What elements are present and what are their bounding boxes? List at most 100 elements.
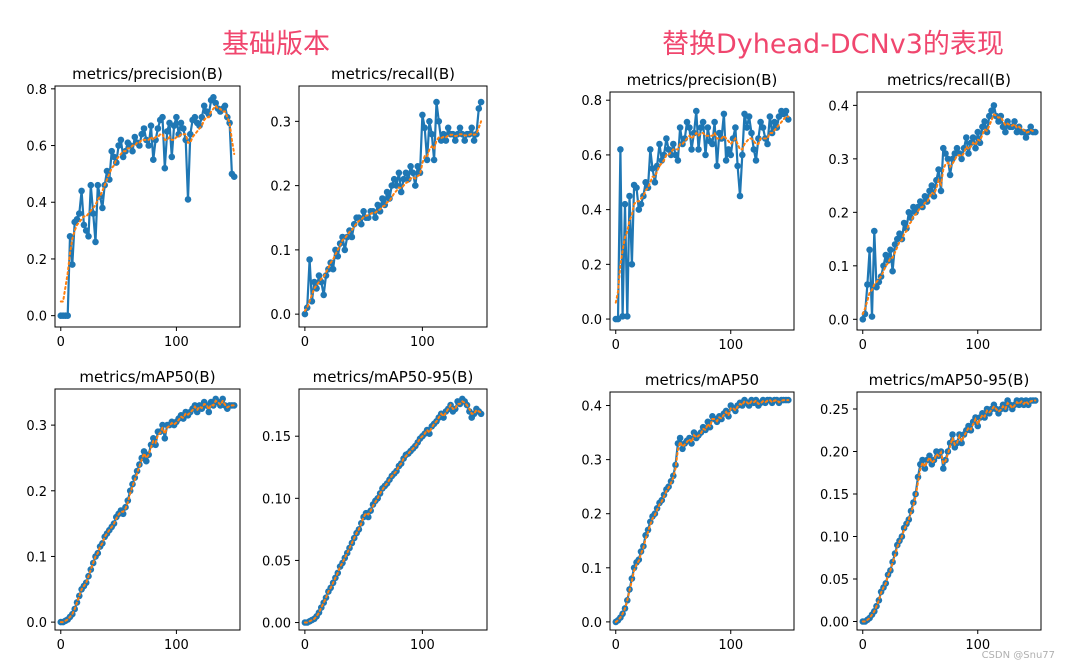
y-tick-label-3-1: 0.05 <box>262 554 291 569</box>
y-tick-label-0-2: 0.4 <box>26 196 47 211</box>
data-point-1-61 <box>444 124 452 132</box>
data-point-1-55 <box>430 156 438 164</box>
data-point-0-58 <box>191 113 199 121</box>
data-point-1-37 <box>388 182 396 189</box>
data-point-4-38 <box>699 118 707 126</box>
data-point-4-4 <box>621 200 629 208</box>
data-point-1-53 <box>426 118 433 125</box>
data-point-0-7 <box>73 216 81 223</box>
data-point-5-3 <box>866 246 873 254</box>
data-point-1-44 <box>405 175 412 183</box>
data-point-5-22 <box>910 203 917 211</box>
data-point-4-15 <box>647 146 654 153</box>
data-point-0-45 <box>161 164 169 172</box>
data-point-2-37 <box>143 457 150 465</box>
x-tick-label-5-1: 100 <box>965 338 990 353</box>
data-point-1-71 <box>468 124 476 132</box>
data-point-1-31 <box>374 201 382 209</box>
smooth-line-1 <box>303 120 483 312</box>
data-point-4-55 <box>739 151 746 159</box>
data-point-1-48 <box>414 163 422 170</box>
smooth-line-2 <box>59 398 236 624</box>
y-tick-label-7-1: 0.05 <box>820 573 849 588</box>
data-point-4-43 <box>711 118 718 126</box>
data-point-0-32 <box>131 133 139 141</box>
data-point-5-73 <box>1027 123 1034 131</box>
x-tick-label-1-1: 100 <box>410 335 435 350</box>
data-point-4-25 <box>670 140 677 148</box>
data-point-1-30 <box>372 214 379 221</box>
smooth-line-4 <box>614 115 790 304</box>
y-tick-label-6-3: 0.3 <box>581 454 602 469</box>
data-point-4-37 <box>697 124 705 131</box>
data-point-4-45 <box>716 129 723 137</box>
data-point-4-44 <box>713 162 721 170</box>
data-point-5-67 <box>1013 128 1021 136</box>
data-point-7-27 <box>921 465 929 472</box>
y-tick-label-4-2: 0.4 <box>581 204 602 219</box>
data-point-4-13 <box>642 179 649 186</box>
y-tick-label-4-1: 0.2 <box>581 258 602 273</box>
plot-title-7: metrics/mAP50-95(B) <box>869 371 1030 389</box>
data-point-4-26 <box>672 151 679 159</box>
data-point-0-12 <box>85 233 92 240</box>
data-point-1-59 <box>440 130 447 138</box>
data-point-7-50 <box>974 422 982 430</box>
data-point-1-16 <box>339 233 346 241</box>
data-point-4-31 <box>683 118 691 126</box>
data-point-4-48 <box>722 157 730 164</box>
data-point-4-59 <box>748 129 755 137</box>
data-point-7-35 <box>940 465 947 472</box>
data-point-1-2 <box>306 256 313 263</box>
data-point-1-57 <box>435 118 443 125</box>
data-point-0-20 <box>103 167 111 175</box>
data-point-0-46 <box>163 128 171 135</box>
data-point-1-50 <box>419 111 426 119</box>
data-point-6-49 <box>725 413 732 420</box>
data-point-1-60 <box>442 137 450 144</box>
data-point-1-42 <box>400 175 407 183</box>
data-point-0-11 <box>82 227 90 234</box>
y-tick-label-6-4: 0.4 <box>581 400 602 415</box>
data-point-7-39 <box>949 431 956 438</box>
data-point-5-12 <box>887 246 894 254</box>
data-point-5-29 <box>926 187 933 195</box>
data-point-0-31 <box>129 147 136 155</box>
data-point-7-29 <box>926 452 933 460</box>
data-point-0-53 <box>180 125 187 132</box>
data-point-0-21 <box>106 176 113 183</box>
data-point-1-23 <box>355 214 363 221</box>
data-point-0-16 <box>94 181 102 189</box>
data-point-5-49 <box>972 144 979 152</box>
data-point-0-5 <box>69 261 76 268</box>
data-point-5-46 <box>965 150 972 157</box>
data-point-5-31 <box>930 193 938 200</box>
plot-title-6: metrics/mAP50 <box>645 371 759 389</box>
y-tick-label-0-0: 0.0 <box>26 310 47 325</box>
x-tick-label-4-1: 100 <box>718 338 743 353</box>
y-tick-label-1-2: 0.2 <box>270 180 291 195</box>
plot-title-1: metrics/recall(B) <box>331 65 455 83</box>
data-point-4-28 <box>676 124 684 131</box>
data-point-5-43 <box>958 155 965 163</box>
data-point-5-38 <box>946 171 954 179</box>
data-point-4-35 <box>693 107 700 115</box>
data-point-1-8 <box>320 291 328 299</box>
y-tick-label-2-0: 0.0 <box>26 616 47 631</box>
data-point-2-36 <box>140 448 148 455</box>
y-tick-label-7-5: 0.25 <box>820 403 849 418</box>
data-point-1-18 <box>343 233 351 241</box>
data-point-0-50 <box>173 113 180 121</box>
data-point-1-52 <box>423 156 431 164</box>
data-point-1-56 <box>433 98 440 106</box>
y-tick-label-6-0: 0.0 <box>581 616 602 631</box>
data-point-0-56 <box>187 130 194 138</box>
y-tick-label-5-4: 0.4 <box>828 99 849 114</box>
data-point-5-51 <box>976 139 984 147</box>
data-point-1-6 <box>315 272 323 279</box>
plot-frame-7 <box>856 391 1042 631</box>
data-point-0-14 <box>89 210 97 217</box>
data-point-4-69 <box>771 118 778 126</box>
y-tick-label-5-3: 0.3 <box>828 153 849 168</box>
